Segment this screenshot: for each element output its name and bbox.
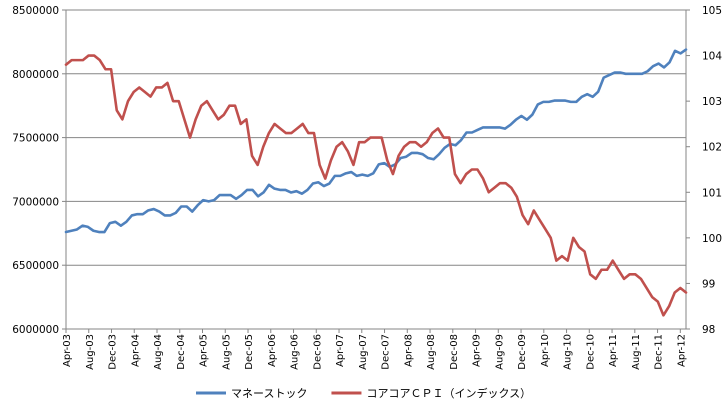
x-tick-label: Apr-07 <box>335 334 346 367</box>
x-tick-label: Aug-10 <box>563 334 574 370</box>
axes <box>62 9 690 333</box>
x-tick-label: Dec-03 <box>108 334 119 370</box>
left-y-axis: 6000000 6500000 7000000 7500000 8000000 85000… <box>12 5 59 336</box>
x-tick-label: Apr-11 <box>608 334 619 367</box>
x-tick-label: Aug-11 <box>631 334 642 370</box>
y-tick-label: 8000000 <box>12 69 59 81</box>
x-tick-label: Dec-09 <box>517 334 528 370</box>
x-tick-label: Dec-05 <box>244 334 255 370</box>
x-tick-label: Dec-10 <box>585 334 596 370</box>
x-tick-label: Aug-05 <box>221 334 232 370</box>
x-tick-label: Apr-06 <box>267 334 278 367</box>
x-tick-label: Dec-08 <box>449 334 460 370</box>
x-tick-label: Aug-06 <box>290 334 301 370</box>
y2-tick-label: 105 <box>702 5 722 17</box>
y2-tick-label: 101 <box>702 187 722 199</box>
x-tick-label: Dec-07 <box>381 334 392 370</box>
x-tick-label: Dec-04 <box>176 334 187 370</box>
y-tick-label: 7000000 <box>12 196 59 208</box>
y-tick-label: 6500000 <box>12 260 59 272</box>
series-layer <box>64 48 688 317</box>
y2-tick-label: 102 <box>702 142 722 154</box>
right-y-axis: 98 99 100 101 102 103 104 105 <box>702 5 722 336</box>
x-tick-label: Aug-08 <box>426 334 437 370</box>
legend: マネーストック コアコアＣＰＩ（インデックス） <box>196 386 531 400</box>
y2-tick-label: 100 <box>702 233 722 245</box>
y2-tick-label: 104 <box>702 51 722 63</box>
y-tick-label: 8500000 <box>12 5 59 17</box>
x-tick-label: Dec-11 <box>654 334 665 370</box>
x-tick-label: Aug-07 <box>358 334 369 370</box>
x-tick-label: Apr-09 <box>472 334 483 367</box>
series-line-core-core-cpi <box>64 54 688 317</box>
x-tick-label: Apr-05 <box>199 334 210 367</box>
x-tick-label: Apr-12 <box>676 334 687 367</box>
x-tick-label: Aug-03 <box>85 334 96 370</box>
x-axis: Apr-03 Aug-03 Dec-03 Apr-04 Aug-04 Dec-04 Apr-… <box>62 334 687 370</box>
y-tick-label: 7500000 <box>12 133 59 145</box>
y-tick-label: 6000000 <box>12 324 59 336</box>
x-tick-label: Aug-04 <box>153 334 164 370</box>
y2-tick-label: 99 <box>702 278 715 290</box>
y2-tick-label: 98 <box>702 324 715 336</box>
x-tick-label: Apr-08 <box>403 334 414 367</box>
series-line-money-stock <box>64 48 688 234</box>
legend-label: マネーストック <box>231 387 307 400</box>
x-tick-label: Apr-03 <box>62 334 73 367</box>
x-tick-label: Aug-09 <box>494 334 505 370</box>
x-tick-label: Apr-10 <box>540 334 551 367</box>
x-tick-label: Dec-06 <box>312 334 323 370</box>
legend-label: コアコアＣＰＩ（インデックス） <box>366 386 531 400</box>
y2-tick-label: 103 <box>702 96 722 108</box>
x-tick-label: Apr-04 <box>130 334 141 367</box>
